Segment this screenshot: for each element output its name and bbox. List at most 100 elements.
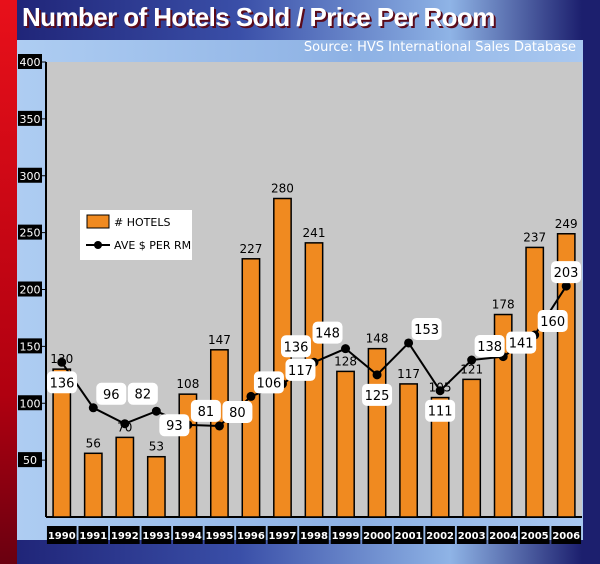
bar-value-label: 147 — [208, 333, 231, 347]
line-value-label-bg — [551, 261, 581, 284]
line-value-label: 106 — [257, 376, 282, 391]
line-value-label: 93 — [166, 419, 183, 434]
chart-subtitle: Source: HVS International Sales Database — [303, 40, 576, 55]
line-value-label: 82 — [135, 388, 152, 403]
line-value-label: 96 — [103, 388, 120, 403]
x-tick-label: 1996 — [237, 531, 265, 542]
y-tick-label: 100 — [20, 397, 41, 410]
line-value-label: 117 — [288, 364, 313, 379]
line-value-label: 125 — [365, 389, 390, 404]
x-tick-label: 1990 — [48, 531, 76, 542]
line-value-label: 136 — [50, 376, 75, 391]
x-tick-label-bg — [141, 526, 172, 544]
x-tick-label-bg — [425, 526, 455, 544]
bar-value-label: 56 — [86, 436, 101, 450]
legend-line-marker — [94, 241, 102, 249]
y-tick-label: 400 — [20, 56, 41, 69]
red-accent-bar — [0, 0, 17, 564]
y-tick-label-bg — [18, 281, 42, 297]
y-tick-label: 250 — [20, 227, 41, 240]
y-tick-label: 300 — [20, 170, 41, 183]
line-value-label: 153 — [414, 323, 439, 338]
chart-title: Number of Hotels Sold / Price Per Room — [22, 2, 495, 32]
line-value-label-bg — [96, 382, 127, 405]
line-value-label: 203 — [554, 266, 579, 281]
line-point — [341, 344, 351, 354]
legend-bar-swatch — [86, 214, 110, 229]
x-tick-label: 1993 — [142, 531, 170, 542]
line-value-label-bg — [127, 382, 158, 405]
bar-value-label: 108 — [176, 377, 199, 391]
bar — [556, 233, 576, 518]
bar-value-label: 249 — [555, 217, 578, 231]
bar — [525, 246, 545, 518]
bar — [430, 396, 450, 518]
line-value-label-bg — [159, 414, 190, 437]
bar — [83, 452, 103, 518]
x-tick-label-bg — [173, 526, 203, 544]
x-tick-label: 2006 — [552, 531, 580, 542]
bar — [399, 383, 419, 518]
x-tick-label-bg — [456, 526, 487, 544]
x-tick-label: 1995 — [205, 531, 233, 542]
x-tick-label-bg — [551, 526, 582, 544]
bar — [462, 378, 482, 518]
y-tick-label-bg — [18, 110, 42, 126]
bar — [493, 313, 513, 518]
bar-value-label: 148 — [366, 332, 389, 346]
line-value-label: 141 — [509, 337, 534, 352]
line-point — [88, 403, 98, 413]
y-tick-label-bg — [18, 167, 42, 183]
x-tick-label: 2000 — [363, 531, 391, 542]
line-point — [57, 357, 67, 367]
bar-value-label: 241 — [303, 226, 326, 240]
y-tick-label-bg — [18, 395, 42, 411]
line-point — [372, 370, 382, 380]
line-value-label: 81 — [198, 405, 215, 420]
line-value-label-bg — [190, 399, 221, 422]
x-tick-label: 1991 — [79, 531, 107, 542]
bar-value-label: 117 — [397, 367, 420, 381]
bar-value-label: 178 — [492, 298, 515, 312]
bar-value-label: 280 — [271, 182, 294, 196]
y-tick-label-bg — [18, 452, 42, 468]
x-tick-label-bg — [267, 526, 298, 544]
x-tick-label: 2001 — [395, 531, 423, 542]
y-tick-label: 350 — [20, 113, 41, 126]
bar — [115, 436, 135, 518]
line-value-label-bg — [47, 371, 77, 394]
line-value-label: 148 — [315, 327, 340, 342]
y-tick-label: 150 — [20, 340, 41, 353]
line-value-label-bg — [312, 321, 343, 344]
line-value-label-bg — [537, 310, 568, 332]
bar-value-label: 237 — [523, 230, 546, 244]
bar — [146, 455, 166, 518]
x-tick-label-bg — [299, 526, 329, 544]
line-value-label-bg — [362, 383, 393, 406]
x-tick-label: 1998 — [300, 531, 328, 542]
x-tick-label: 1999 — [332, 531, 360, 542]
y-tick-label-bg — [18, 54, 42, 69]
x-tick-label-bg — [110, 526, 140, 544]
line-point — [404, 338, 414, 348]
x-tick-label: 2005 — [521, 531, 549, 542]
bar-value-label: 53 — [149, 440, 164, 454]
x-tick-label-bg — [393, 526, 424, 544]
bar-value-label: 128 — [334, 354, 357, 368]
x-tick-label: 2004 — [489, 531, 517, 542]
line-point — [467, 355, 477, 365]
line-value-label: 160 — [540, 315, 565, 330]
y-tick-label-bg — [18, 224, 42, 240]
x-tick-label: 2003 — [458, 531, 486, 542]
x-tick-label-bg — [519, 526, 550, 544]
x-tick-label: 1992 — [111, 531, 139, 542]
x-tick-label-bg — [330, 526, 361, 544]
x-tick-label-bg — [204, 526, 235, 544]
line-value-label-bg — [222, 401, 253, 423]
legend-bar-label: # HOTELS — [114, 216, 170, 229]
bar — [273, 197, 292, 518]
line-point — [151, 406, 161, 416]
line-point — [214, 421, 224, 431]
